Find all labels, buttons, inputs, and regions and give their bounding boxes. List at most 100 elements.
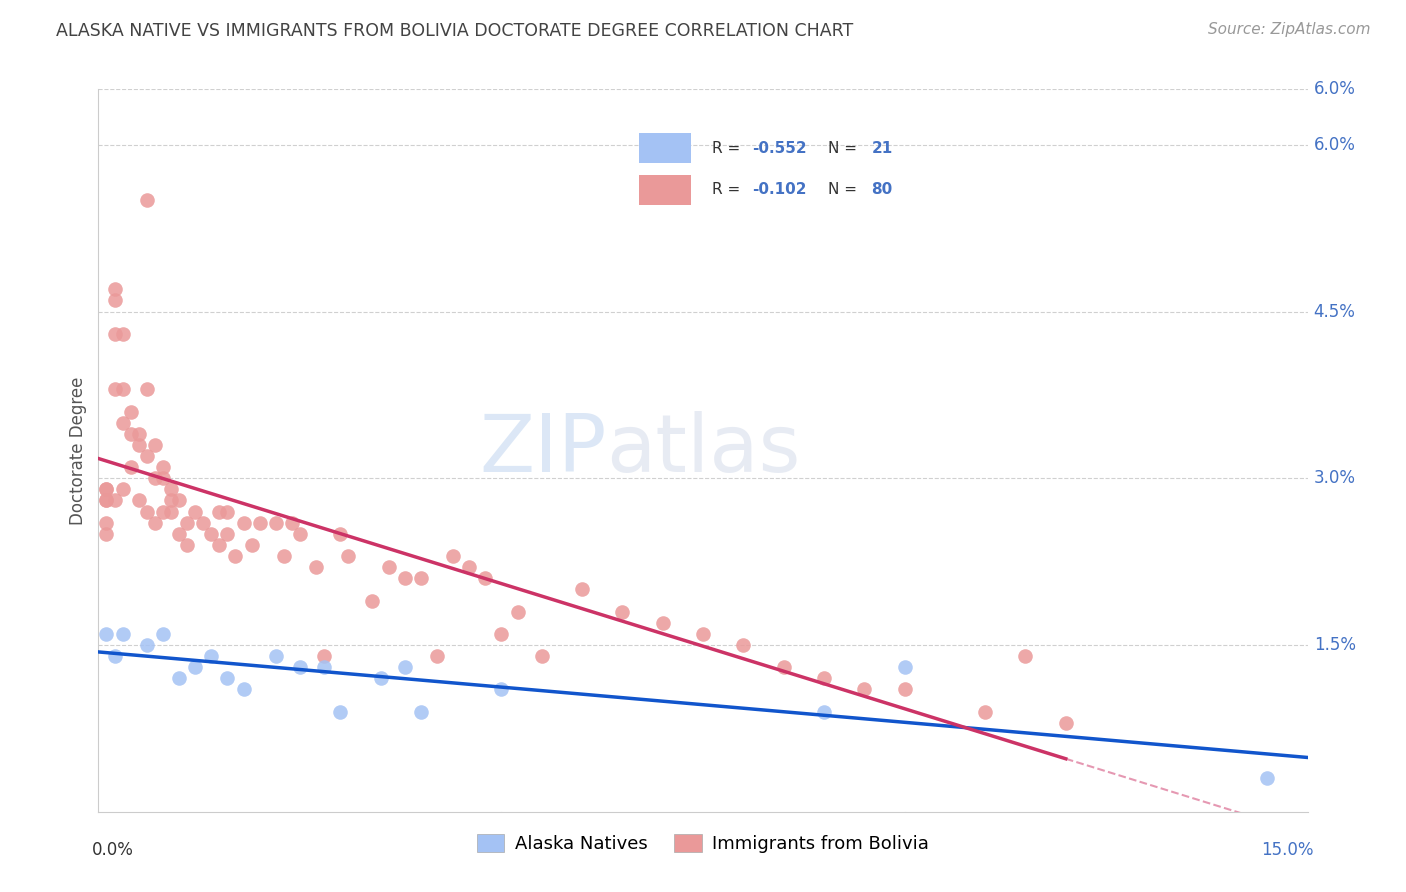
Point (103, 326, 125, 341)
Point (128, 493, 150, 508)
Point (813, 671, 835, 685)
Point (208, 505, 231, 519)
Point (273, 549, 295, 563)
Point (733, 638, 755, 652)
Point (394, 571, 416, 585)
Point (167, 526, 190, 541)
Point (217, 671, 239, 685)
Point (128, 438, 150, 452)
Text: 6.0%: 6.0% (1313, 136, 1355, 153)
Point (692, 627, 714, 641)
Point (160, 493, 183, 508)
Point (329, 526, 352, 541)
Point (143, 516, 166, 530)
Point (103, 649, 125, 664)
Point (337, 549, 360, 563)
Point (176, 516, 198, 530)
Point (853, 682, 876, 697)
Text: 6.0%: 6.0% (1313, 80, 1355, 98)
Point (974, 705, 997, 719)
Point (772, 660, 794, 674)
Point (288, 660, 311, 674)
Point (394, 660, 416, 674)
Point (135, 382, 157, 396)
Point (111, 326, 134, 341)
Point (281, 516, 304, 530)
Point (200, 649, 222, 664)
Point (441, 549, 464, 563)
Point (491, 682, 513, 697)
Text: ALASKA NATIVE VS IMMIGRANTS FROM BOLIVIA DOCTORATE DEGREE CORRELATION CHART: ALASKA NATIVE VS IMMIGRANTS FROM BOLIVIA… (56, 22, 853, 40)
Point (135, 505, 157, 519)
Text: ZIP: ZIP (479, 411, 606, 490)
Point (249, 516, 271, 530)
Point (571, 582, 593, 597)
Point (96, 493, 118, 508)
Point (120, 460, 142, 475)
Point (329, 705, 352, 719)
Point (167, 493, 190, 508)
Point (96, 627, 118, 641)
Point (491, 627, 513, 641)
Point (111, 416, 134, 430)
Point (120, 404, 142, 418)
Point (103, 293, 125, 308)
Point (530, 649, 553, 664)
Point (1054, 715, 1077, 730)
Point (288, 526, 311, 541)
Point (135, 638, 157, 652)
Point (152, 505, 174, 519)
Point (96, 516, 118, 530)
Point (200, 526, 222, 541)
Point (893, 660, 915, 674)
Point (96, 526, 118, 541)
Point (184, 660, 207, 674)
Point (377, 560, 399, 574)
Point (474, 571, 496, 585)
Point (217, 526, 239, 541)
Point (103, 282, 125, 296)
Point (120, 426, 142, 441)
Y-axis label: Doctorate Degree: Doctorate Degree (69, 376, 87, 524)
Point (232, 682, 254, 697)
Point (314, 660, 336, 674)
Point (1014, 649, 1036, 664)
Point (96, 483, 118, 497)
Point (893, 682, 915, 697)
Point (96, 483, 118, 497)
Point (264, 649, 287, 664)
Point (612, 605, 634, 619)
Point (103, 382, 125, 396)
Point (193, 516, 215, 530)
Point (167, 671, 190, 685)
Text: 3.0%: 3.0% (1313, 469, 1355, 487)
Point (458, 560, 481, 574)
Point (264, 516, 287, 530)
Point (651, 615, 673, 630)
Point (128, 426, 150, 441)
Point (184, 505, 207, 519)
Legend: Alaska Natives, Immigrants from Bolivia: Alaska Natives, Immigrants from Bolivia (470, 827, 936, 861)
Text: 15.0%: 15.0% (1261, 840, 1313, 859)
Point (111, 382, 134, 396)
Point (143, 471, 166, 485)
Point (160, 483, 183, 497)
Point (1256, 772, 1278, 786)
Point (224, 549, 246, 563)
Point (152, 627, 174, 641)
Point (96, 493, 118, 508)
Point (143, 438, 166, 452)
Text: Source: ZipAtlas.com: Source: ZipAtlas.com (1208, 22, 1371, 37)
Point (135, 449, 157, 463)
Point (409, 705, 432, 719)
Text: 4.5%: 4.5% (1313, 302, 1355, 320)
Text: 0.0%: 0.0% (93, 840, 134, 859)
Point (506, 605, 529, 619)
Point (208, 538, 231, 552)
Point (240, 538, 263, 552)
Point (103, 493, 125, 508)
Point (305, 560, 328, 574)
Text: 1.5%: 1.5% (1313, 636, 1355, 654)
Point (361, 593, 384, 607)
Point (409, 571, 432, 585)
